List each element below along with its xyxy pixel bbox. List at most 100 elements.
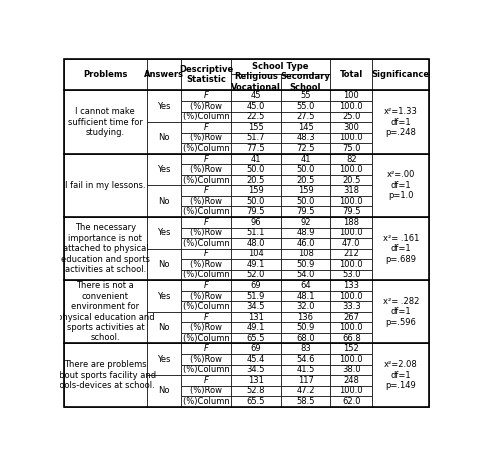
Bar — [230, 322, 280, 333]
Bar — [146, 122, 180, 154]
Bar — [230, 196, 280, 207]
Text: 100.0: 100.0 — [339, 386, 362, 396]
Text: 20.5: 20.5 — [296, 176, 314, 184]
Bar — [230, 270, 280, 280]
Bar — [230, 143, 280, 154]
Bar — [280, 112, 330, 122]
Text: 52.0: 52.0 — [246, 271, 264, 279]
Bar — [330, 365, 372, 375]
Text: 41: 41 — [300, 154, 310, 164]
Text: F: F — [203, 123, 208, 132]
Text: 49.1: 49.1 — [246, 260, 264, 269]
Text: There are problems
about sports facility and
tools-devices at school.: There are problems about sports facility… — [54, 360, 156, 390]
Text: 159: 159 — [247, 186, 263, 195]
Bar — [280, 207, 330, 217]
Bar — [280, 270, 330, 280]
Bar — [330, 291, 372, 301]
Bar — [180, 164, 230, 175]
Bar — [330, 164, 372, 175]
Text: 159: 159 — [297, 186, 313, 195]
Text: 100.0: 100.0 — [339, 260, 362, 269]
Text: 96: 96 — [250, 218, 261, 227]
Bar — [230, 228, 280, 238]
Bar — [330, 90, 372, 101]
Text: 50.0: 50.0 — [296, 165, 314, 174]
Bar — [280, 375, 330, 386]
Bar — [180, 112, 230, 122]
Text: 27.5: 27.5 — [296, 112, 314, 121]
Text: 20.5: 20.5 — [341, 176, 360, 184]
Bar — [230, 101, 280, 112]
Bar — [230, 354, 280, 365]
Text: (%)​Row: (%)​Row — [190, 386, 221, 396]
Text: (%)​Column: (%)​Column — [182, 144, 229, 153]
Bar — [230, 164, 280, 175]
Text: 53.0: 53.0 — [341, 271, 360, 279]
Bar — [280, 259, 330, 270]
Bar — [180, 259, 230, 270]
Text: 100.0: 100.0 — [339, 197, 362, 206]
Bar — [230, 301, 280, 312]
Text: No: No — [158, 260, 169, 269]
Bar — [230, 396, 280, 407]
Bar — [180, 122, 230, 133]
Bar — [330, 196, 372, 207]
Bar — [280, 154, 330, 164]
Text: 117: 117 — [297, 376, 313, 385]
Text: 41: 41 — [250, 154, 261, 164]
Text: 48.3: 48.3 — [296, 133, 314, 142]
Bar — [180, 217, 230, 228]
Text: 79.5: 79.5 — [296, 207, 314, 216]
Bar — [180, 228, 230, 238]
Bar — [230, 312, 280, 322]
Text: 152: 152 — [343, 344, 359, 353]
Text: F: F — [203, 313, 208, 322]
Bar — [180, 196, 230, 207]
Bar — [280, 301, 330, 312]
Text: 34.5: 34.5 — [246, 302, 264, 311]
Text: 49.1: 49.1 — [246, 323, 264, 332]
Text: 212: 212 — [343, 249, 359, 258]
Bar — [180, 322, 230, 333]
Text: Significance: Significance — [371, 70, 429, 79]
Bar — [330, 154, 372, 164]
Text: (%)​Row: (%)​Row — [190, 228, 221, 237]
Bar — [372, 217, 428, 280]
Bar — [330, 175, 372, 185]
Bar — [280, 238, 330, 248]
Bar — [180, 301, 230, 312]
Text: 133: 133 — [343, 281, 359, 290]
Text: 54.0: 54.0 — [296, 271, 314, 279]
Bar — [280, 291, 330, 301]
Bar — [180, 248, 230, 259]
Text: Answers: Answers — [144, 70, 183, 79]
Bar — [64, 280, 146, 343]
Bar — [146, 59, 180, 90]
Bar — [372, 59, 428, 90]
Text: (%)​Column: (%)​Column — [182, 176, 229, 184]
Bar — [280, 343, 330, 354]
Text: (%)​Row: (%)​Row — [190, 291, 221, 301]
Bar — [330, 59, 372, 90]
Text: Total: Total — [339, 70, 362, 79]
Bar — [230, 365, 280, 375]
Bar — [280, 396, 330, 407]
Text: School Type: School Type — [252, 62, 308, 71]
Text: 34.5: 34.5 — [246, 366, 264, 374]
Text: (%)​Column: (%)​Column — [182, 112, 229, 121]
Bar — [280, 365, 330, 375]
Text: (%)​Row: (%)​Row — [190, 260, 221, 269]
Bar — [180, 101, 230, 112]
Text: F: F — [203, 218, 208, 227]
Text: 50.0: 50.0 — [246, 165, 264, 174]
Bar — [146, 248, 180, 280]
Bar — [330, 101, 372, 112]
Bar — [180, 396, 230, 407]
Bar — [146, 217, 180, 248]
Bar — [280, 196, 330, 207]
Text: 45: 45 — [250, 91, 261, 100]
Text: 20.5: 20.5 — [246, 176, 264, 184]
Text: 108: 108 — [297, 249, 313, 258]
Text: 82: 82 — [345, 154, 356, 164]
Bar — [330, 270, 372, 280]
